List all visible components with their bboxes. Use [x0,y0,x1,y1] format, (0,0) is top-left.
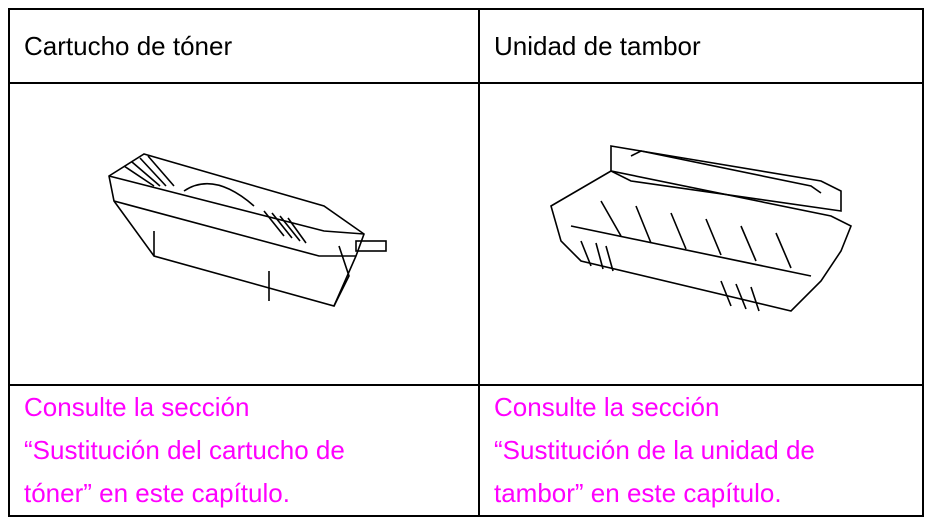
header-text: Cartucho de tóner [24,30,233,61]
header-text: Unidad de tambor [494,30,701,61]
link-row: Consulte la sección “Sustitución del car… [8,384,924,517]
image-row [8,82,924,386]
link-text[interactable]: Consulte la sección [24,392,250,422]
link-cell: Consulte la sección “Sustitución de la u… [478,384,924,517]
link-text[interactable]: tambor” en este capítulo. [494,478,782,508]
toner-cartridge-drawing [108,152,387,307]
header-row: Cartucho de tóner Unidad de tambor [8,8,924,84]
link-text[interactable]: Consulte la sección [494,392,720,422]
image-cell [8,82,480,386]
image-cell [478,82,924,386]
drum-unit-drawing [550,144,853,312]
header-cell: Cartucho de tóner [8,8,480,84]
link-text[interactable]: “Sustitución del cartucho de [24,435,345,465]
link-text[interactable]: tóner” en este capítulo. [24,478,290,508]
link-cell: Consulte la sección “Sustitución del car… [8,384,480,517]
supplies-table: Cartucho de tóner Unidad de tambor [8,8,924,517]
header-cell: Unidad de tambor [478,8,924,84]
link-text[interactable]: “Sustitución de la unidad de [494,435,815,465]
